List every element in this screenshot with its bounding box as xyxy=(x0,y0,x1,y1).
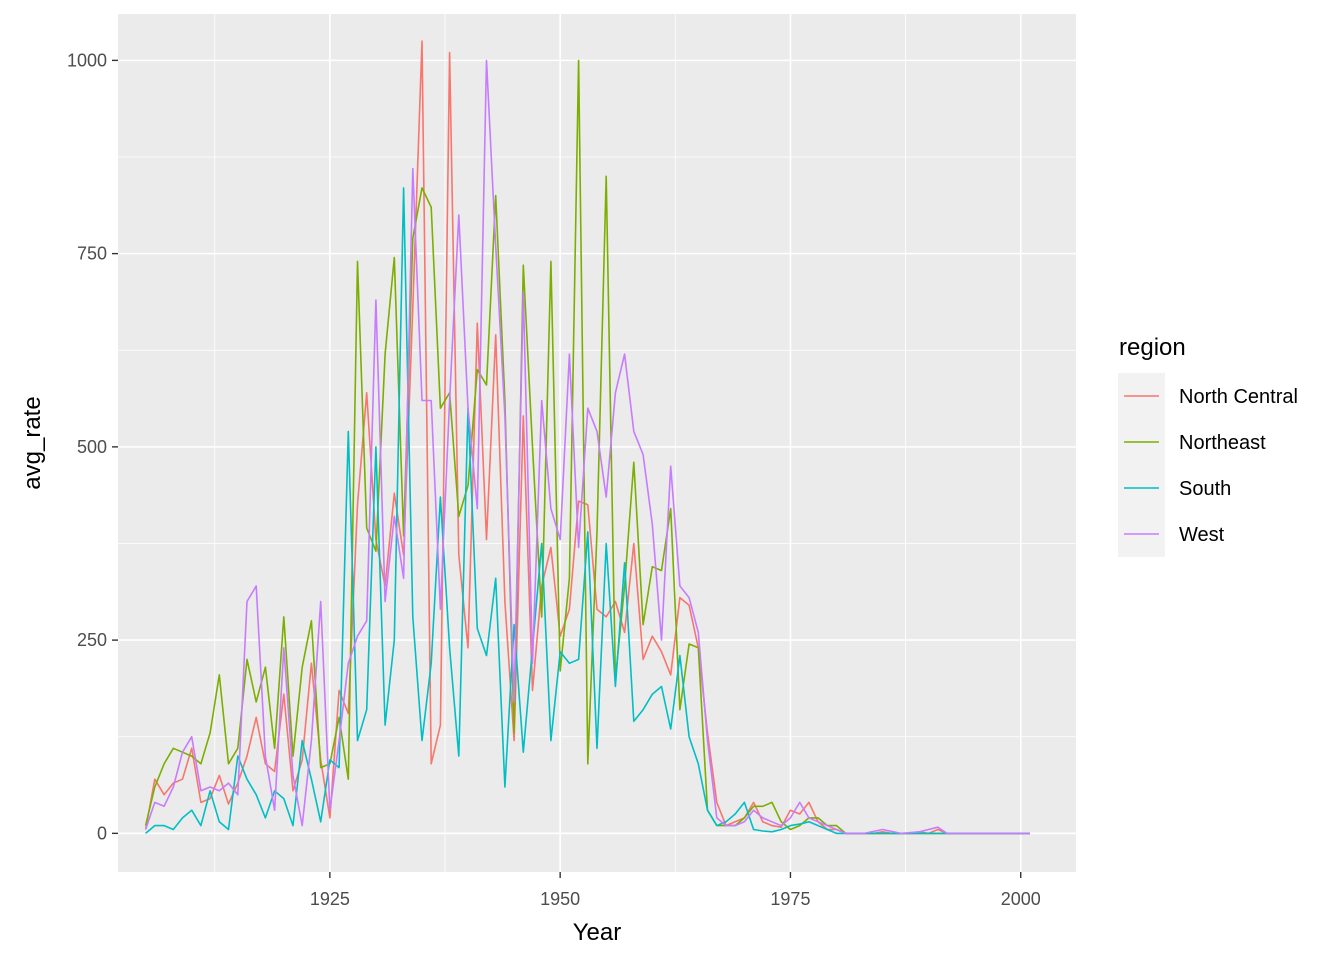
y-tick-label: 250 xyxy=(77,630,107,650)
x-tick-label: 1925 xyxy=(310,889,350,909)
series-line-south xyxy=(145,187,1030,835)
legend-label: South xyxy=(1179,478,1231,500)
legend-key-background xyxy=(1118,373,1165,557)
series-line-northeast xyxy=(144,59,1030,835)
legend: region North Central Northeast South West xyxy=(1118,334,1298,557)
legend-label: West xyxy=(1179,524,1225,546)
x-tick-label: 1975 xyxy=(770,889,810,909)
y-axis-title: avg_rate xyxy=(19,396,46,489)
x-tick-label: 2000 xyxy=(1001,889,1041,909)
x-tick-label: 1950 xyxy=(540,889,580,909)
legend-label: North Central xyxy=(1179,386,1298,408)
y-tick-label: 500 xyxy=(77,437,107,457)
grid-lines xyxy=(118,14,1076,872)
legend-label: Northeast xyxy=(1179,432,1266,454)
series-line-west xyxy=(144,59,1030,835)
y-tick-label: 0 xyxy=(97,823,107,843)
axes: 0 250 500 750 1000 1925 1950 1975 2000 xyxy=(67,50,1041,909)
y-tick-label: 1000 xyxy=(67,50,107,70)
legend-title: region xyxy=(1119,334,1186,361)
series-layer xyxy=(144,40,1030,835)
y-tick-label: 750 xyxy=(77,244,107,264)
x-axis-title: Year xyxy=(573,919,622,946)
